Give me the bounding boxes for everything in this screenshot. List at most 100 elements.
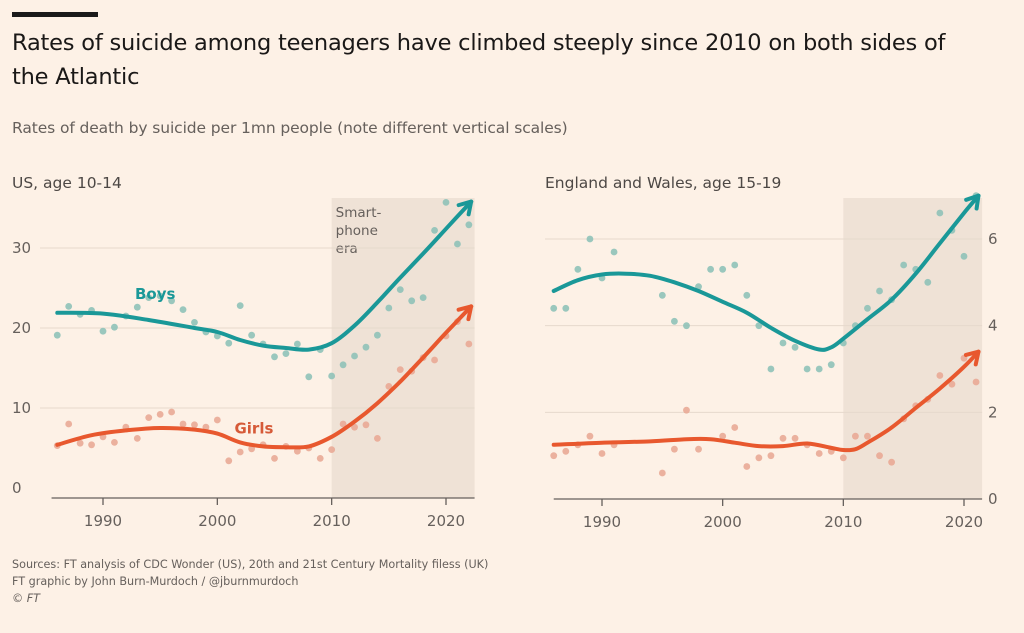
girls-data-point xyxy=(550,452,558,460)
boys-data-point xyxy=(683,322,690,330)
girls-data-point xyxy=(936,372,944,379)
boys-data-point xyxy=(179,306,187,313)
girls-data-point xyxy=(271,455,278,462)
smartphone-era-label: phone xyxy=(336,223,378,239)
girls-data-point xyxy=(111,439,118,446)
boys-data-point xyxy=(293,340,301,348)
girls-data-point xyxy=(65,420,73,428)
boys-data-point xyxy=(99,327,107,335)
girls-data-point xyxy=(362,421,370,429)
girls-data-point xyxy=(671,445,678,453)
girls-data-point xyxy=(562,447,570,455)
girls-data-point xyxy=(396,366,404,373)
x-tick-label: 2000 xyxy=(198,512,236,530)
boys-data-point xyxy=(731,261,739,269)
source-notes: Sources: FT analysis of CDC Wonder (US),… xyxy=(12,556,488,607)
girls-data-point xyxy=(779,434,787,442)
boys-data-point xyxy=(419,294,427,301)
girls-data-point xyxy=(133,435,141,442)
y-tick-label: 4 xyxy=(988,317,998,335)
boys-data-point xyxy=(431,227,438,234)
smartphone-era-shade xyxy=(843,198,983,499)
girls-data-point xyxy=(888,458,895,466)
girls-data-point xyxy=(683,406,690,414)
boys-data-point xyxy=(145,294,153,301)
girls-data-point xyxy=(191,421,198,429)
boys-data-point xyxy=(168,297,176,305)
boys-data-point xyxy=(305,373,313,381)
boys-data-point xyxy=(658,291,666,299)
boys-data-point xyxy=(53,331,61,339)
boys-data-point xyxy=(827,361,835,369)
girls-data-point xyxy=(755,454,763,462)
boys-data-point xyxy=(351,352,358,360)
boys-data-point xyxy=(465,221,473,229)
girls-trend-line xyxy=(55,304,474,450)
x-tick-label: 1990 xyxy=(583,513,621,531)
girls-arrow-head xyxy=(456,304,474,322)
chart-title: Rates of suicide among teenagers have cl… xyxy=(12,30,946,90)
boys-data-point xyxy=(815,365,823,373)
y-tick-label: 0 xyxy=(12,479,22,497)
boys-data-point xyxy=(65,303,73,310)
boys-data-point xyxy=(803,365,811,373)
boys-data-point xyxy=(779,339,787,347)
x-tick-label: 2020 xyxy=(945,513,983,531)
boys-data-point xyxy=(396,286,404,293)
boys-data-point xyxy=(610,248,618,256)
x-tick-label: 2000 xyxy=(704,513,742,531)
boys-data-point xyxy=(900,261,908,269)
x-tick-label: 2010 xyxy=(824,513,862,531)
girls-data-point xyxy=(76,439,84,447)
girls-data-point xyxy=(839,454,847,462)
boys-data-point xyxy=(133,303,141,311)
girls-data-point xyxy=(328,446,336,453)
boys-arrow-head xyxy=(456,199,474,217)
girls-data-point xyxy=(743,463,751,470)
y-tick-label: 6 xyxy=(988,230,998,248)
boys-data-point xyxy=(936,209,944,217)
boys-data-point xyxy=(876,287,883,295)
boys-data-point xyxy=(225,339,233,347)
girls-data-point xyxy=(948,380,956,388)
girls-data-point xyxy=(316,455,324,462)
y-tick-label: 20 xyxy=(12,319,31,337)
x-tick-label: 2020 xyxy=(427,512,465,530)
panel-title: England and Wales, age 15-19 xyxy=(545,174,781,192)
boys-data-point xyxy=(385,304,393,312)
boys-data-point xyxy=(408,297,416,305)
boys-data-point xyxy=(362,343,370,351)
boys-data-point xyxy=(586,235,594,243)
girls-series-label: Girls xyxy=(234,420,273,438)
boys-data-point xyxy=(707,265,714,273)
boys-data-point xyxy=(328,372,336,380)
boys-data-point xyxy=(755,322,763,330)
girls-data-point xyxy=(972,378,980,386)
panel-us: US, age 10-14 Smart-phone era 0 10 20 30 1990 20… xyxy=(12,174,475,530)
girls-data-point xyxy=(731,424,739,431)
girls-data-point xyxy=(586,432,594,440)
girls-data-point xyxy=(351,423,358,431)
girls-data-point xyxy=(236,448,244,456)
girls-trend-line xyxy=(551,349,981,453)
boys-trend-line xyxy=(55,199,474,352)
boys-data-point xyxy=(271,353,278,361)
boys-series-label: Boys xyxy=(135,285,176,303)
y-tick-label: 10 xyxy=(12,399,31,417)
boys-data-point xyxy=(454,240,461,248)
girls-data-point xyxy=(156,411,164,418)
girls-data-point xyxy=(719,432,727,440)
boys-data-point xyxy=(339,361,347,369)
boys-data-point xyxy=(550,304,558,312)
boys-arrow-head xyxy=(964,193,981,211)
title-accent-bar xyxy=(12,12,98,17)
boys-data-point xyxy=(156,292,164,300)
boys-data-point xyxy=(442,199,450,206)
credit-text: FT graphic by John Burn-Murdoch / @jburn… xyxy=(12,575,299,588)
boys-data-point xyxy=(924,278,932,286)
boys-data-point xyxy=(767,365,775,373)
smartphone-era-label: era xyxy=(336,241,358,257)
girls-data-point xyxy=(88,441,95,449)
chart-subtitle: Rates of death by suicide per 1mn people… xyxy=(12,119,568,137)
